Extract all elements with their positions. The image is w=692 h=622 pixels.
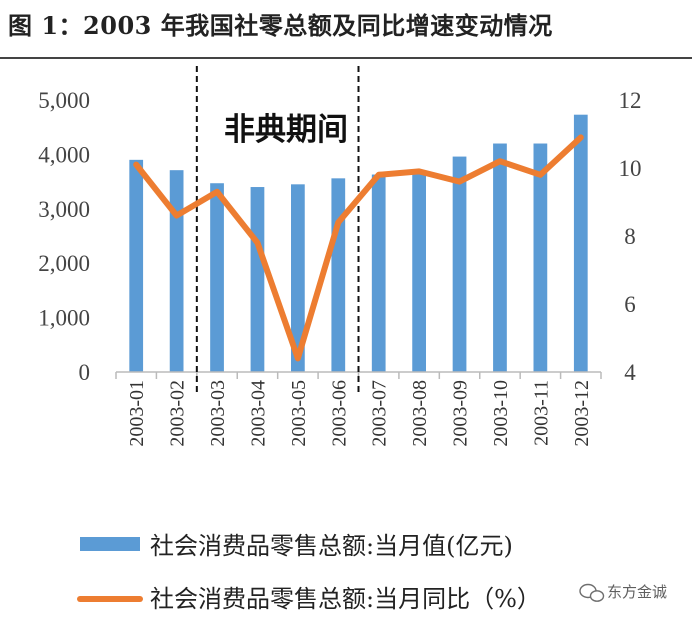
sars-period-lines [195, 66, 360, 392]
wechat-icon [579, 583, 605, 602]
bar-2003-08 [412, 171, 426, 372]
category-label-2003-05: 2003-05 [288, 380, 310, 447]
x-ticks-layer [115, 372, 602, 379]
bar-2003-06 [331, 178, 346, 372]
category-label-2003-07: 2003-07 [369, 380, 391, 447]
category-label-2003-10: 2003-10 [490, 380, 512, 447]
bar-2003-07 [371, 174, 386, 372]
category-label-2003-04: 2003-04 [247, 380, 269, 447]
category-label-2003-09: 2003-09 [450, 380, 472, 447]
bars-layer [129, 114, 588, 373]
category-label-2003-06: 2003-06 [328, 380, 350, 447]
y-right-tick-label: 10 [619, 156, 642, 181]
category-labels: 2003-01 2003-02 2003-03 2003-04 2003-05 2003-… [126, 380, 593, 447]
bar-2003-05 [291, 184, 305, 372]
legend-label-line: 社会消费品零售总额:当月同比（%） [150, 585, 541, 613]
y-left-tick-label: 4,000 [38, 142, 90, 167]
y-right-tick-label: 4 [624, 360, 636, 385]
figure-title: 图 1：2003 年我国社零总额及同比增速变动情况 [8, 11, 553, 40]
bar-2003-04 [250, 187, 265, 372]
y-left-tick-label: 5,000 [38, 88, 90, 113]
series-line-growth [133, 134, 584, 362]
category-label-2003-11: 2003-11 [530, 380, 552, 446]
y-left-tick-label: 1,000 [38, 306, 90, 331]
category-label-2003-02: 2003-02 [167, 380, 189, 447]
bar-2003-02 [169, 170, 184, 372]
bar-2003-09 [452, 156, 467, 372]
watermark-text: 东方金诚 [607, 583, 667, 601]
legend-label-bar: 社会消费品零售总额:当月值(亿元) [150, 532, 513, 560]
bar-2003-03 [210, 183, 224, 372]
title-rule [0, 57, 692, 59]
legend-swatch-bar [80, 537, 140, 551]
bar-2003-12 [573, 114, 588, 373]
y-left-tick-label: 0 [79, 360, 91, 385]
y-right-tick-label: 12 [619, 88, 642, 113]
y-left-tick-label: 3,000 [38, 197, 90, 222]
right-axis-labels: 4 6 8 10 12 [619, 88, 642, 385]
bar-2003-01 [129, 159, 144, 372]
y-left-tick-label: 2,000 [38, 251, 90, 276]
left-axis-labels: 0 1,000 2,000 3,000 4,000 5,000 [38, 88, 90, 385]
category-label-2003-01: 2003-01 [126, 380, 148, 447]
y-right-tick-label: 6 [624, 292, 636, 317]
annotation-sars-period: 非典期间 [224, 112, 348, 148]
category-label-2003-12: 2003-12 [571, 380, 593, 447]
y-right-tick-label: 8 [624, 224, 636, 249]
bar-2003-10 [493, 143, 507, 372]
watermark: 东方金诚 [579, 583, 667, 602]
category-label-2003-03: 2003-03 [207, 380, 229, 447]
category-label-2003-08: 2003-08 [409, 380, 431, 447]
bar-2003-11 [533, 143, 548, 372]
